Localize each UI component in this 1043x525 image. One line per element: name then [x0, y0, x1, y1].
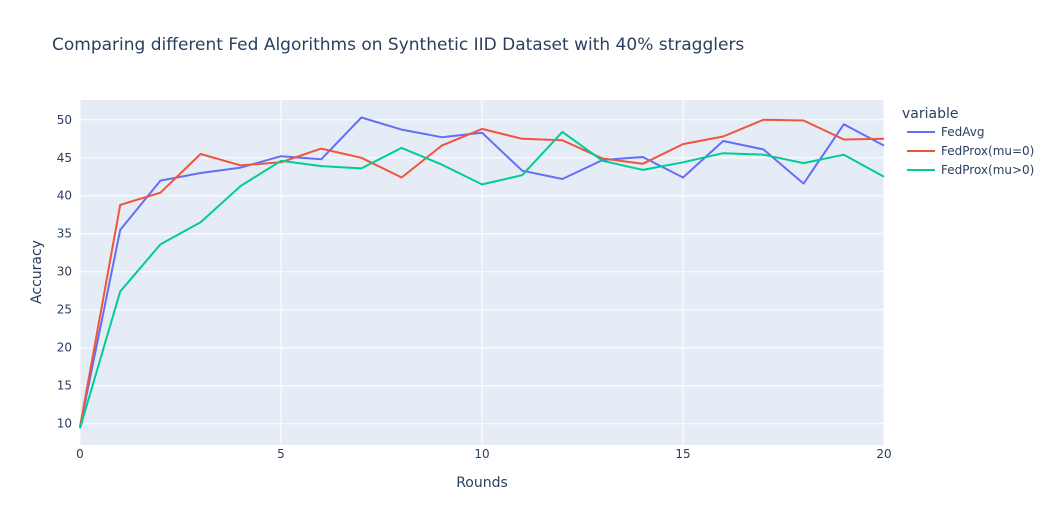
series-line-fedavg [79, 116, 885, 428]
series-lines [79, 116, 885, 429]
chart-title: Comparing different Fed Algorithms on Sy… [52, 35, 744, 55]
y-tick-label: 10 [57, 417, 72, 431]
x-tick-label: 0 [76, 447, 84, 461]
x-tick-label: 10 [474, 447, 489, 461]
legend-label-fedprox-mu-0: FedProx(mu=0) [941, 144, 1034, 158]
x-tick-label: 20 [876, 447, 891, 461]
y-tick-label: 25 [57, 303, 72, 317]
y-tick-label: 15 [57, 379, 72, 393]
x-axis-ticks: 0 5 10 15 20 [76, 447, 891, 461]
y-tick-label: 30 [57, 265, 72, 279]
y-axis-title: Accuracy [29, 240, 45, 304]
legend-label-fedavg: FedAvg [941, 125, 984, 139]
y-tick-label: 40 [57, 189, 72, 203]
y-tick-label: 50 [57, 113, 72, 127]
legend-title: variable [902, 106, 958, 122]
y-tick-label: 45 [57, 151, 72, 165]
y-axis-ticks: 10 15 20 25 30 35 40 45 50 [57, 113, 72, 431]
series-line-fedprox-mu-0 [79, 118, 885, 427]
y-tick-label: 35 [57, 227, 72, 241]
x-tick-label: 5 [277, 447, 285, 461]
x-axis-title: Rounds [456, 475, 508, 491]
legend-label-fedprox-mu-0: FedProx(mu>0) [941, 163, 1034, 177]
x-tick-label: 15 [675, 447, 690, 461]
series-line-fedprox-mu-0 [79, 130, 885, 429]
y-tick-label: 20 [57, 341, 72, 355]
legend: variable FedAvg FedProx(mu=0) FedProx(mu>0… [902, 106, 1034, 177]
